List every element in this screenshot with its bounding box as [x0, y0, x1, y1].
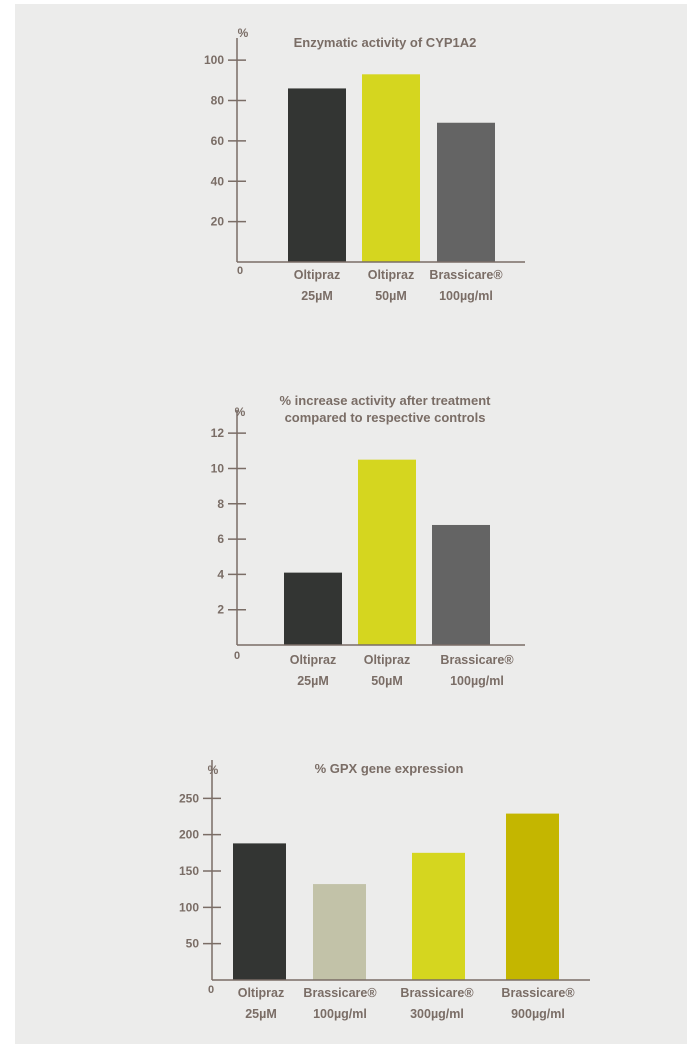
y-tick-label: 6 — [217, 532, 224, 546]
bar — [506, 813, 559, 980]
chart-title: % GPX gene expression — [315, 761, 464, 776]
y-tick-label: 8 — [217, 497, 224, 511]
y-tick-label: 4 — [217, 567, 224, 581]
cyp1a2-activity-chart: Enzymatic activity of CYP1A2% 20 40 60 80 100… — [204, 26, 525, 303]
x-tick-label: 100µg/ml — [450, 674, 504, 688]
x-tick-label: Brassicare® — [303, 986, 377, 1000]
x-tick-label: Brassicare® — [501, 986, 575, 1000]
y-tick-label: 20 — [211, 215, 225, 229]
bar — [233, 843, 286, 980]
zero-label: 0 — [234, 650, 240, 662]
y-unit-label: % — [235, 405, 246, 419]
y-tick-label: 100 — [204, 53, 224, 67]
x-tick-label: Oltipraz — [364, 653, 411, 667]
bar — [362, 74, 420, 263]
x-tick-label: Oltipraz — [238, 986, 285, 1000]
y-unit-label: % — [208, 763, 219, 777]
x-tick-label: 300µg/ml — [410, 1007, 464, 1021]
x-tick-label: 25µM — [301, 289, 333, 303]
bar — [358, 459, 416, 645]
x-tick-label: Brassicare® — [429, 268, 503, 282]
x-tick-label: Brassicare® — [400, 986, 474, 1000]
y-tick-label: 100 — [179, 900, 199, 914]
bar — [437, 122, 495, 262]
bar — [284, 572, 342, 645]
y-tick-label: 50 — [186, 937, 200, 951]
y-tick-label: 250 — [179, 791, 199, 805]
x-tick-label: 100µg/ml — [313, 1007, 367, 1021]
y-tick-label: 2 — [217, 603, 224, 617]
x-tick-label: 25µM — [297, 674, 329, 688]
figure-panel — [15, 4, 687, 1044]
x-tick-label: 50µM — [371, 674, 403, 688]
x-tick-label: Oltipraz — [290, 653, 337, 667]
y-tick-label: 60 — [211, 134, 225, 148]
bar — [288, 88, 346, 262]
x-tick-label: Brassicare® — [440, 653, 514, 667]
x-tick-label: 25µM — [245, 1007, 277, 1021]
increase-activity-chart: % increase activity after treatment compa… — [211, 393, 525, 688]
x-tick-label: Oltipraz — [368, 268, 415, 282]
y-tick-label: 150 — [179, 864, 199, 878]
chart-title: compared to respective controls — [285, 410, 486, 425]
gpx-expression-chart: % GPX gene expression% 50 100 150 200 250 0 Olt… — [179, 760, 590, 1021]
bar — [432, 524, 490, 645]
zero-label: 0 — [237, 265, 243, 277]
x-tick-label: 900µg/ml — [511, 1007, 565, 1021]
y-tick-label: 12 — [211, 426, 225, 440]
y-tick-label: 40 — [211, 174, 225, 188]
x-tick-label: 100µg/ml — [439, 289, 493, 303]
y-unit-label: % — [238, 26, 249, 40]
bar — [412, 852, 465, 980]
y-tick-label: 10 — [211, 461, 225, 475]
bar — [313, 884, 366, 980]
chart-title: % increase activity after treatment — [280, 393, 492, 408]
x-tick-label: Oltipraz — [294, 268, 341, 282]
y-tick-label: 80 — [211, 94, 225, 108]
y-tick-label: 200 — [179, 828, 199, 842]
chart-title: Enzymatic activity of CYP1A2 — [294, 35, 477, 50]
x-tick-label: 50µM — [375, 289, 407, 303]
zero-label: 0 — [208, 984, 214, 996]
